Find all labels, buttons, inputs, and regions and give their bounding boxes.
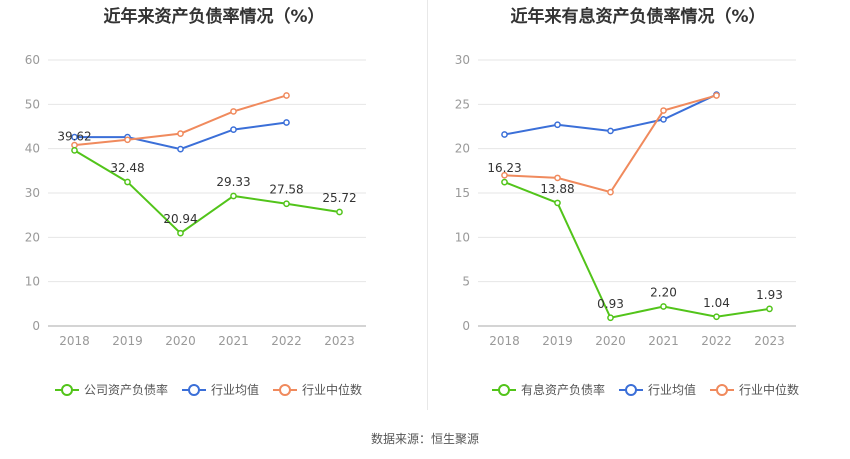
data-point-company [71,147,78,154]
legend-marker-avg [619,383,644,396]
data-label: 13.88 [540,182,574,196]
legend-label-avg: 行业均值 [211,383,260,397]
data-point-avg [660,116,667,123]
legend-label-company: 有息资产负债率 [521,383,606,397]
chart-title-interest-debt-ratio: 近年来有息资产负债率情况（%） [510,7,766,27]
legend-item-median[interactable]: 行业中位数 [710,381,799,398]
x-tick-label: 2023 [754,334,785,348]
x-tick-label: 2022 [701,334,732,348]
y-tick-label: 25 [455,97,470,111]
legend-label-median: 行业中位数 [739,383,800,397]
data-label: 20.94 [163,212,197,226]
data-label: 1.93 [756,288,783,302]
data-point-median [554,174,561,182]
y-tick-label: 20 [25,230,40,244]
data-label: 1.04 [703,296,730,310]
data-point-company [766,305,773,313]
data-label: 39.62 [57,129,91,143]
legend-interest-debt-ratio: 有息资产负债率 行业均值 行业中位数 [492,381,813,398]
y-tick-label: 40 [25,142,40,156]
x-tick-label: 2019 [542,334,573,348]
legend-label-avg: 行业均值 [648,383,697,397]
y-tick-label: 10 [25,275,40,289]
y-tick-label: 50 [25,97,40,111]
data-point-avg [230,126,237,133]
data-label: 2.20 [650,285,677,299]
data-point-company [283,200,290,208]
x-tick-label: 2020 [165,334,196,348]
data-point-company [230,192,237,200]
data-point-avg [177,145,184,153]
data-point-avg [283,119,290,126]
y-tick-label: 15 [455,186,470,200]
y-tick-label: 60 [25,53,40,67]
legend-label-company: 公司资产负债率 [84,383,169,397]
data-point-median [177,130,184,137]
legend-marker-company [55,383,79,396]
data-label: 27.58 [269,183,303,197]
x-tick-label: 2018 [489,334,520,348]
y-tick-label: 30 [25,186,40,200]
data-label: 25.72 [322,191,356,205]
series-line-company [73,149,340,235]
debt-ratio-chart: 0 10 20 30 40 50 60 2018 2019 2020 2021 2022 2023 39.… [25,53,366,348]
data-point-median [124,136,131,144]
y-tick-label: 20 [455,142,470,156]
legend-marker-median [273,383,298,396]
y-tick-label: 30 [455,53,470,67]
legend-marker-avg [182,383,207,396]
x-tick-label: 2020 [595,334,626,348]
data-point-company [124,178,131,186]
data-source: 数据来源：恒生聚源 [370,432,479,446]
series-line-company [504,181,770,319]
data-point-avg [71,133,78,141]
data-point-company [607,314,614,322]
x-tick-label: 2023 [324,334,355,348]
x-tick-label: 2022 [271,334,302,348]
data-point-median [713,92,720,99]
data-point-avg [501,131,508,138]
data-point-company [713,313,720,321]
chart-title-debt-ratio: 近年来资产负债率情况（%） [103,7,325,27]
data-point-company [501,178,508,186]
data-label: 16.23 [487,161,521,175]
legend-item-median[interactable]: 行业中位数 [273,381,362,398]
data-label: 29.33 [216,175,250,189]
y-tick-label: 0 [32,319,40,333]
data-point-company [660,303,667,310]
data-point-median [230,108,237,115]
data-label: 0.93 [597,297,624,311]
data-point-median [607,188,614,196]
data-point-company [336,208,343,216]
chart-divider [427,0,428,410]
data-point-median [660,107,667,114]
legend-marker-company [492,383,516,396]
data-point-avg [607,127,614,135]
legend-item-company[interactable]: 有息资产负债率 [492,381,605,398]
data-point-median [501,171,508,179]
legend-item-avg[interactable]: 行业均值 [619,381,696,398]
legend-label-median: 行业中位数 [302,383,363,397]
y-tick-label: 0 [462,319,470,333]
data-point-median [283,92,290,99]
y-tick-label: 5 [462,275,470,289]
legend-item-company[interactable]: 公司资产负债率 [55,381,168,398]
data-point-company [554,199,561,207]
x-tick-label: 2018 [59,334,90,348]
data-point-avg [554,121,561,129]
data-label: 32.48 [110,161,144,175]
legend-debt-ratio: 公司资产负债率 行业均值 行业中位数 [55,381,376,398]
data-point-company [177,229,184,237]
x-tick-label: 2019 [112,334,143,348]
x-tick-label: 2021 [218,334,249,348]
x-tick-label: 2021 [648,334,679,348]
legend-marker-median [710,383,735,396]
interest-debt-ratio-chart: 0 5 10 15 20 25 30 2018 2019 2020 2021 2022 2023 16.2… [455,53,796,348]
y-tick-label: 10 [455,230,470,244]
legend-item-avg[interactable]: 行业均值 [182,381,259,398]
